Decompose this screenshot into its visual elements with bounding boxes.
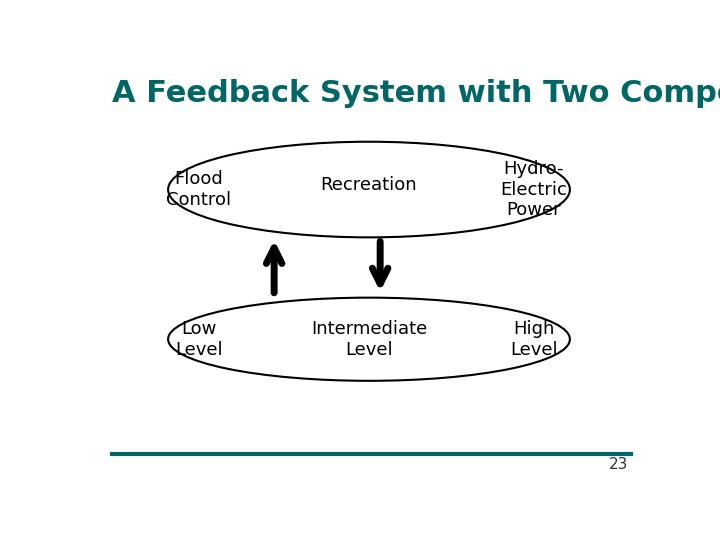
Text: Recreation: Recreation	[320, 177, 418, 194]
Text: Low
Level: Low Level	[175, 320, 222, 359]
Text: 23: 23	[609, 457, 629, 472]
Text: High
Level: High Level	[510, 320, 557, 359]
Text: A Feedback System with Two Components: A Feedback System with Two Components	[112, 79, 720, 109]
Text: Intermediate
Level: Intermediate Level	[311, 320, 427, 359]
Text: Flood
Control: Flood Control	[166, 170, 231, 209]
Text: Hydro-
Electric
Power: Hydro- Electric Power	[500, 160, 567, 219]
